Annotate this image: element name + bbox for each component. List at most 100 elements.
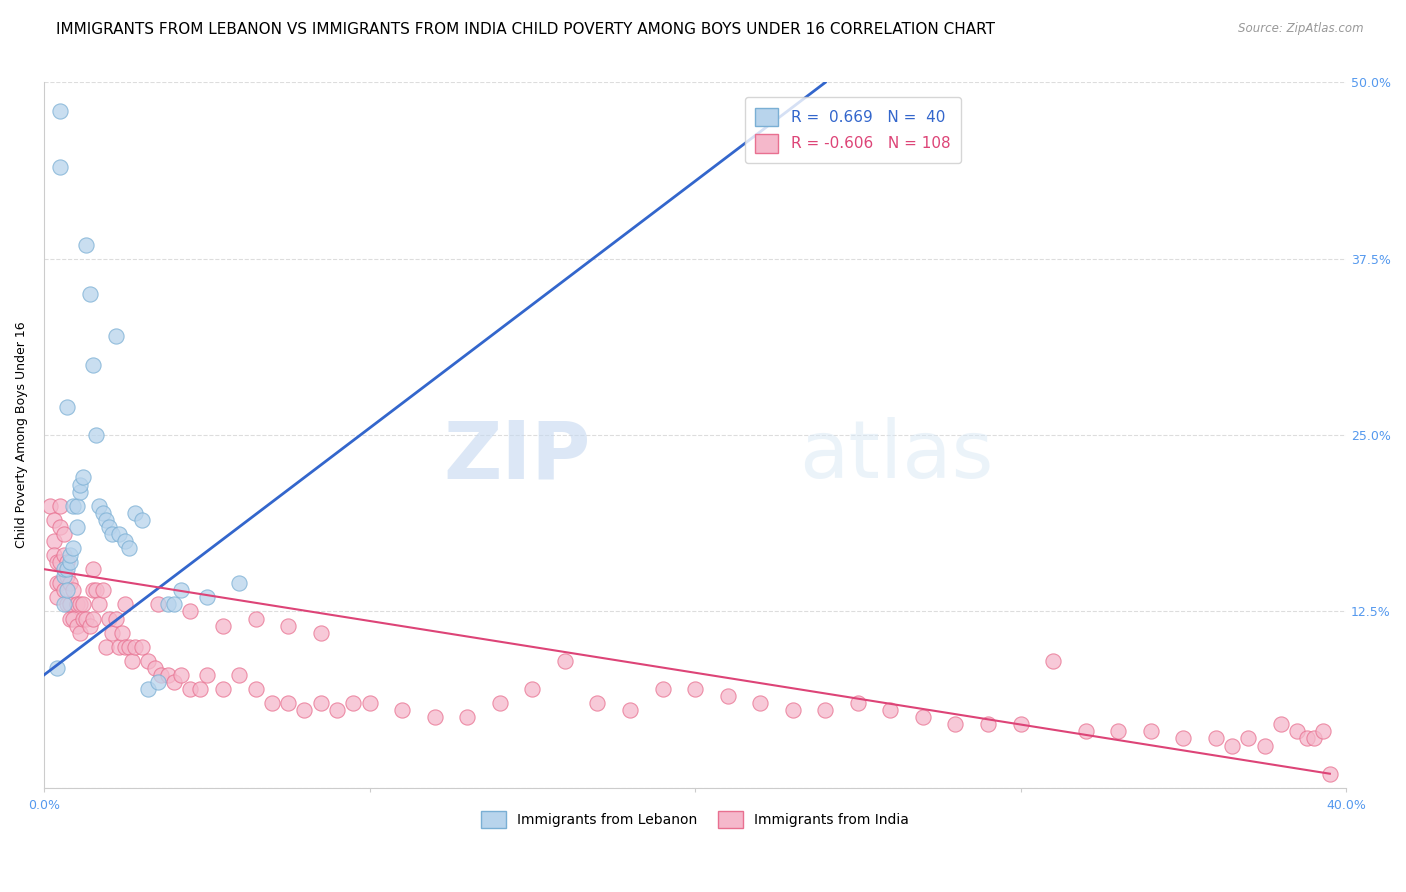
Point [1270,717,1292,731]
Point [104,329,127,343]
Point [136,654,159,668]
Point [554,654,576,668]
Point [1140,724,1163,739]
Point [228,576,250,591]
Point [651,682,673,697]
Point [91,583,114,598]
Point [146,598,169,612]
Point [131,640,153,654]
Point [814,703,837,717]
Point [82,562,104,576]
Point [136,682,159,697]
Point [104,611,127,625]
Point [72,470,94,484]
Point [65,598,87,612]
Point [46,576,69,591]
Point [1302,731,1324,746]
Point [52,598,75,612]
Point [72,598,94,612]
Point [94,640,117,654]
Point [717,689,740,703]
Point [456,710,478,724]
Point [124,640,146,654]
Point [111,625,134,640]
Point [75,237,97,252]
Point [163,598,186,612]
Point [342,696,364,710]
Point [89,598,111,612]
Point [977,717,1000,731]
Point [179,682,201,697]
Point [62,583,84,598]
Point [55,555,77,569]
Point [39,499,62,513]
Point [52,548,75,562]
Point [124,506,146,520]
Point [49,103,72,118]
Point [59,598,82,612]
Point [1173,731,1195,746]
Point [46,555,69,569]
Point [101,625,124,640]
Point [277,618,299,632]
Point [879,703,901,717]
Point [49,555,72,569]
Point [782,703,804,717]
Point [911,710,934,724]
Point [179,605,201,619]
Point [49,160,72,174]
Point [423,710,446,724]
Point [117,640,139,654]
Point [84,428,107,442]
Point [101,527,124,541]
Point [1074,724,1097,739]
Point [82,358,104,372]
Point [121,654,143,668]
Y-axis label: Child Poverty Among Boys Under 16: Child Poverty Among Boys Under 16 [15,322,28,549]
Point [749,696,772,710]
Point [65,618,87,632]
Point [309,625,332,640]
Point [195,591,218,605]
Point [117,541,139,555]
Point [1010,717,1032,731]
Point [188,682,211,697]
Point [59,611,82,625]
Text: IMMIGRANTS FROM LEBANON VS IMMIGRANTS FROM INDIA CHILD POVERTY AMONG BOYS UNDER : IMMIGRANTS FROM LEBANON VS IMMIGRANTS FR… [56,22,995,37]
Point [1237,731,1260,746]
Point [619,703,641,717]
Point [586,696,609,710]
Point [62,611,84,625]
Point [82,611,104,625]
Point [42,533,65,548]
Point [42,548,65,562]
Point [52,583,75,598]
Point [522,682,544,697]
Point [52,569,75,583]
Point [1205,731,1227,746]
Point [156,598,179,612]
Point [55,562,77,576]
Point [1312,724,1334,739]
Point [62,499,84,513]
Point [1296,731,1319,746]
Point [62,541,84,555]
Point [98,520,121,534]
Point [94,513,117,527]
Point [75,611,97,625]
Point [1254,739,1277,753]
Point [326,703,349,717]
Point [46,661,69,675]
Point [114,533,136,548]
Point [55,598,77,612]
Point [1286,724,1309,739]
Point [69,625,91,640]
Text: Source: ZipAtlas.com: Source: ZipAtlas.com [1239,22,1364,36]
Point [59,576,82,591]
Point [69,477,91,491]
Point [79,287,101,301]
Point [55,583,77,598]
Point [212,618,235,632]
Point [55,569,77,583]
Point [359,696,381,710]
